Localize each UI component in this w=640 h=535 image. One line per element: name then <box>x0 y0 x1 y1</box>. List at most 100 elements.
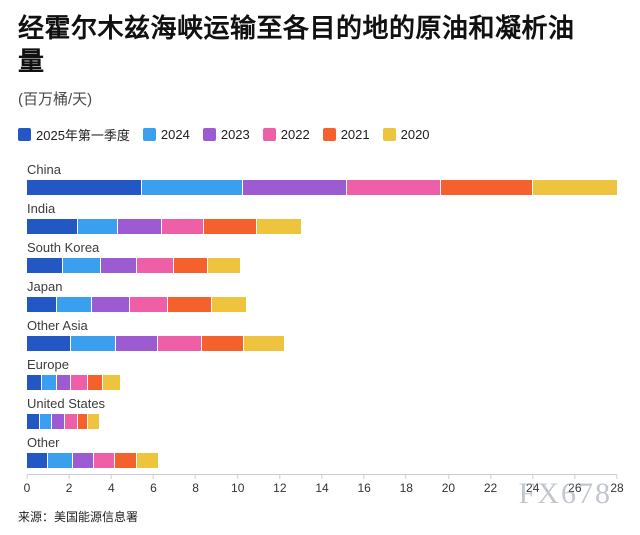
bar-segment <box>27 179 143 195</box>
tick-mark <box>490 474 492 479</box>
bar-segment <box>142 179 243 195</box>
bar-segment <box>100 257 137 273</box>
legend-swatch <box>262 127 276 141</box>
tick-mark <box>68 474 70 479</box>
bar-segment <box>102 374 120 390</box>
tick-label: 22 <box>483 480 498 495</box>
chart-row: Other <box>27 435 617 468</box>
page-title: 经霍尔木兹海峡运输至各目的地的原油和凝析油量 <box>18 13 575 77</box>
legend-label: 2022 <box>280 126 310 142</box>
legend-swatch <box>382 127 396 141</box>
bar-segment <box>27 452 49 468</box>
tick-mark <box>321 474 323 479</box>
axis-tick: 22 <box>483 474 498 495</box>
chart-row: Japan <box>27 279 617 312</box>
bar-segment <box>39 413 53 429</box>
bar-segment <box>208 257 240 273</box>
bar-segment <box>117 218 162 234</box>
legend-item: 2021 <box>322 126 370 142</box>
axis-tick: 6 <box>150 474 157 495</box>
stacked-bar <box>27 374 617 390</box>
tick-label: 24 <box>526 480 540 495</box>
x-axis: 0 2 4 6 8 10 12 14 16 18 20 22 24 26 28 <box>23 473 624 500</box>
tick-mark <box>363 474 365 479</box>
legend-item: 2022 <box>262 126 310 142</box>
bar-segment <box>115 335 158 351</box>
bar-segment <box>71 374 89 390</box>
bar-segment <box>201 335 245 351</box>
chart-row: Other Asia <box>27 318 617 351</box>
category-label: China <box>27 161 61 177</box>
bar-segment <box>168 296 213 312</box>
legend-label: 2020 <box>400 126 430 142</box>
bar-segment <box>92 296 131 312</box>
bar-segment <box>73 452 95 468</box>
legend-swatch <box>142 127 156 141</box>
tick-mark <box>447 474 449 479</box>
legend-label: 2025年第一季度 <box>36 127 130 143</box>
tick-label: 28 <box>610 480 624 495</box>
legend: 2025年第一季度 2024 2023 2022 2021 2020 <box>18 125 622 144</box>
tick-label: 26 <box>568 480 582 495</box>
chart-row: China <box>27 162 617 195</box>
legend-label: 2024 <box>160 126 190 142</box>
tick-label: 6 <box>150 480 157 495</box>
bar-segment <box>441 179 534 195</box>
bar-segment <box>77 218 118 234</box>
bar-segment <box>136 257 175 273</box>
tick-mark <box>110 474 112 479</box>
bar-segment <box>203 218 257 234</box>
tick-mark <box>532 474 534 479</box>
tick-label: 0 <box>23 480 31 495</box>
bar-segment <box>56 374 72 390</box>
source-text: 来源：美国能源信息署 <box>18 510 139 524</box>
bar-segment <box>212 296 247 312</box>
bar-segment <box>256 218 301 234</box>
chart-row: India <box>27 201 617 234</box>
tick-mark <box>26 474 28 479</box>
stacked-bar <box>27 257 617 273</box>
category-label: Europe <box>27 356 69 372</box>
legend-item: 2020 <box>382 126 430 142</box>
bar-segment <box>88 374 103 390</box>
axis-tick: 0 <box>23 474 31 495</box>
tick-mark <box>237 474 239 479</box>
category-label: South Korea <box>27 239 100 255</box>
bar-segment <box>56 296 93 312</box>
axis-tick: 8 <box>192 474 199 495</box>
tick-mark <box>152 474 154 479</box>
bar-segment <box>174 257 209 273</box>
tick-label: 16 <box>357 480 371 495</box>
axis-tick: 26 <box>568 474 582 495</box>
chart-row: Europe <box>27 357 617 390</box>
bar-segment <box>62 257 101 273</box>
watermark-text: FX678 <box>518 477 612 510</box>
bar-segment <box>27 296 57 312</box>
legend-label: 2023 <box>220 126 250 142</box>
tick-mark <box>616 474 618 479</box>
axis-tick: 12 <box>273 474 287 495</box>
stacked-bar <box>27 218 617 234</box>
bar-segment <box>157 335 202 351</box>
legend-item: 2024 <box>142 126 190 142</box>
category-label: India <box>27 200 56 216</box>
tick-mark <box>405 474 407 479</box>
axis-tick: 2 <box>65 474 73 495</box>
tick-label: 2 <box>65 480 73 495</box>
bar-segment <box>27 257 63 273</box>
stacked-bar <box>27 335 617 351</box>
bar-segment <box>41 374 57 390</box>
legend-label: 2021 <box>340 126 370 142</box>
axis-tick: 20 <box>442 474 455 495</box>
tick-mark <box>279 474 281 479</box>
bar-segment <box>161 218 204 234</box>
legend-item: 2023 <box>202 126 250 142</box>
tick-label: 18 <box>399 480 413 495</box>
tick-label: 4 <box>107 480 115 495</box>
legend-swatch <box>322 127 336 141</box>
bar-chart: China India South Korea Japan Other Asia Euro… <box>27 162 617 468</box>
bar-segment <box>52 413 65 429</box>
axis-tick: 10 <box>231 474 244 495</box>
axis-tick: 4 <box>107 474 115 495</box>
legend-swatch <box>18 127 31 141</box>
